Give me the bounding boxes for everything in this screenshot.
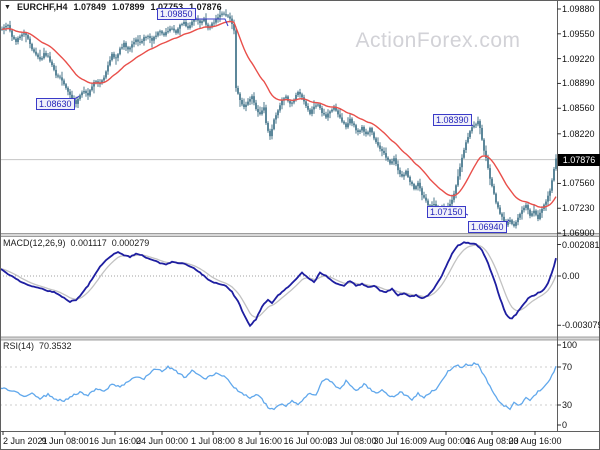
rsi-axis-label: 0 (562, 420, 568, 430)
price-annotation-label[interactable]: 1.09850 (157, 8, 196, 20)
symbol-dropdown-icon[interactable]: ▼ (4, 3, 11, 11)
rsi-value: 70.3532 (39, 341, 72, 351)
rsi-axis-label: 30 (562, 400, 573, 410)
price-annotation-label[interactable]: 1.06940 (468, 221, 507, 233)
ohlc-close: 1.07876 (189, 2, 222, 12)
rsi-line (0, 362, 557, 411)
price-axis-label: 1.09880 (562, 4, 595, 14)
macd-axis-label: 0.00 (562, 271, 580, 281)
price-axis-label: 1.08560 (562, 103, 595, 114)
time-axis-label: 30 Jul 16:00 (373, 436, 423, 446)
time-axis-label: 24 Jun 00:00 (135, 436, 189, 446)
time-axis-label: 23 Jul 08:00 (327, 436, 377, 446)
time-axis-label: 23 Aug 16:00 (508, 436, 562, 446)
rsi-axis-label: 100 (562, 340, 578, 350)
ohlc-open: 1.07849 (73, 2, 106, 12)
price-axis-label: 1.06900 (562, 228, 595, 239)
moving-average-line (1, 20, 557, 209)
macd-main-value: 0.001117 (70, 238, 107, 248)
price-axis-label: 1.07560 (562, 178, 595, 189)
time-axis-label: 16 Jul 00:00 (283, 436, 333, 446)
macd-signal-value: 0.000279 (111, 238, 150, 248)
watermark: ActionForex.com (355, 29, 521, 52)
macd-axis-label: 0.002081 (562, 239, 600, 250)
macd-signal-line (0, 244, 557, 318)
time-axis-label: 16 Jun 16:00 (88, 436, 142, 446)
ohlc-low: 1.07753 (150, 2, 184, 12)
rsi-header: RSI(14) 70.3532 (3, 341, 72, 351)
price-annotation-label[interactable]: 1.08630 (36, 98, 75, 110)
price-axis-label: 1.09220 (562, 53, 595, 64)
price-annotation-label[interactable]: 1.08390 (433, 114, 472, 126)
time-axis-label: 1 Jul 08:00 (190, 436, 236, 446)
panel-splitter[interactable] (0, 336, 600, 341)
panel-splitter[interactable] (0, 233, 600, 237)
candles-layer (1, 9, 557, 229)
price-axis-label: 1.08220 (562, 128, 595, 139)
time-axis-label: 9 Jun 08:00 (41, 436, 89, 446)
price-axis-label: 1.08890 (562, 78, 595, 89)
time-axis-label: 2 Jun 2021 (3, 436, 48, 446)
current-price-label: 1.07876 (558, 153, 600, 166)
macd-header: MACD(12,26,9) 0.001117 0.000279 (3, 238, 149, 248)
time-axis-label: 8 Jul 16:00 (237, 436, 283, 446)
time-axis-label: 16 Aug 08:00 (465, 436, 519, 446)
symbol-period: EURCHF,H4 (16, 2, 68, 12)
rsi-name: RSI(14) (3, 341, 35, 351)
time-axis-label: 9 Aug 00:00 (421, 436, 471, 446)
macd-name: MACD(12,26,9) (3, 238, 66, 248)
rsi-axis-label: 70 (562, 362, 573, 372)
macd-main-line (0, 241, 557, 328)
price-annotation-label[interactable]: 1.07150 (427, 206, 466, 218)
ohlc-high: 1.07899 (112, 2, 145, 12)
price-axis-label: 1.09550 (562, 28, 595, 39)
chart-header: ▼ EURCHF,H4 1.07849 1.07899 1.07753 1.07… (4, 2, 222, 12)
macd-axis-label: -0.003079 (562, 320, 600, 331)
price-axis-label: 1.07230 (562, 203, 595, 214)
